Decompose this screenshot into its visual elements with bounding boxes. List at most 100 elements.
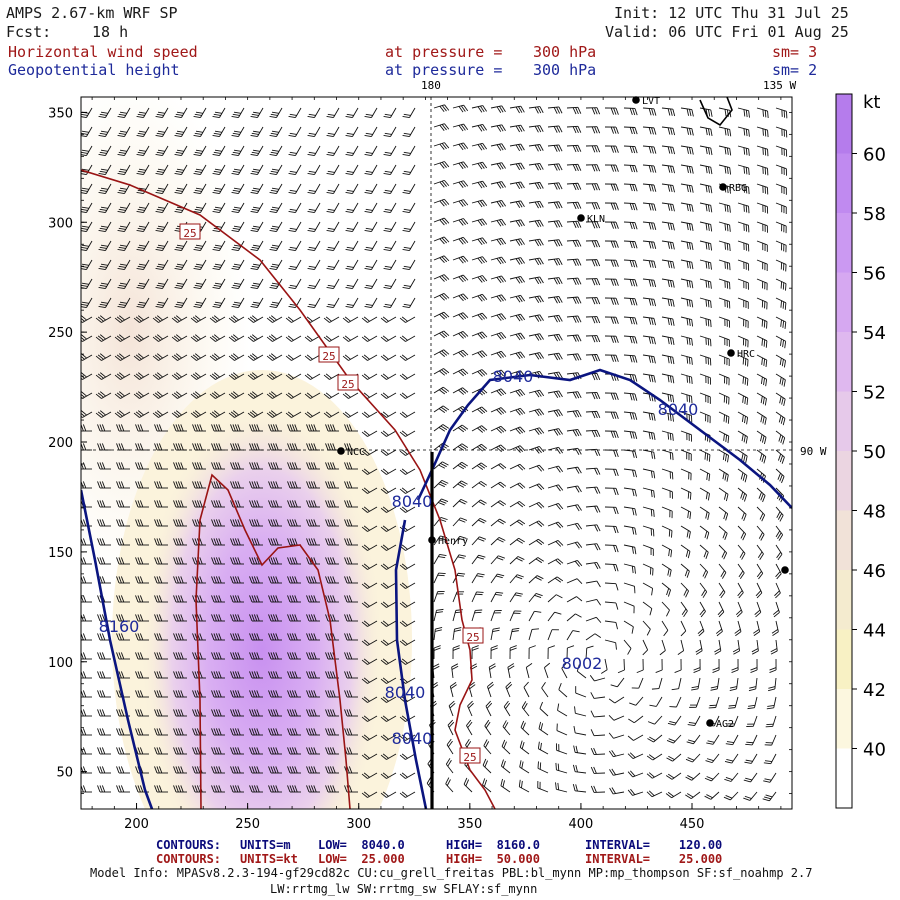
wind-barb xyxy=(231,164,245,175)
wind-barb xyxy=(585,391,601,400)
map-plot-area xyxy=(81,97,792,809)
wind-barb xyxy=(775,278,787,291)
wind-barb xyxy=(209,315,226,323)
wind-barb xyxy=(509,124,525,133)
wind-barb xyxy=(117,240,131,251)
wind-barb xyxy=(661,430,674,441)
y-tick-label: 350 xyxy=(48,106,73,121)
wind-barb xyxy=(326,259,340,270)
wind-barb xyxy=(433,405,450,413)
wind-barb xyxy=(117,126,131,137)
wind-barb xyxy=(699,183,713,194)
wind-barb xyxy=(528,352,544,360)
wind-barb xyxy=(323,373,340,380)
wind-barb xyxy=(585,316,601,324)
wind-barb xyxy=(585,259,601,267)
wind-barb xyxy=(342,316,359,323)
wind-barb xyxy=(171,372,188,380)
wind-barb xyxy=(380,430,397,437)
wind-barb xyxy=(117,278,131,289)
wind-barb xyxy=(452,218,469,226)
wind-barb xyxy=(547,352,563,361)
wind-barb xyxy=(699,240,713,251)
wind-barb xyxy=(402,259,416,270)
wind-barb xyxy=(383,126,397,137)
wind-barb xyxy=(756,202,769,214)
wind-barb xyxy=(307,240,321,251)
wind-barb xyxy=(383,221,397,232)
wind-barb xyxy=(604,183,619,191)
wind-barb xyxy=(547,163,563,171)
wind-barb xyxy=(737,259,750,271)
wind-barb xyxy=(471,406,488,415)
wind-barb xyxy=(250,202,264,213)
wind-barb xyxy=(547,333,563,342)
wind-barb xyxy=(528,238,544,247)
wind-barb xyxy=(775,354,786,368)
wind-barb xyxy=(190,353,207,361)
wind-barb xyxy=(433,330,450,339)
wind-barb xyxy=(699,335,712,347)
wind-barb xyxy=(680,202,694,212)
colorbar-bin xyxy=(836,272,852,332)
wind-barb xyxy=(81,145,93,156)
wind-barb xyxy=(623,335,638,344)
wind-barb xyxy=(699,411,711,424)
wind-barb xyxy=(171,410,188,418)
wind-barb xyxy=(471,293,488,302)
wind-barb xyxy=(114,334,131,342)
wind-barb xyxy=(402,278,416,289)
wind-barb xyxy=(133,372,150,380)
wind-barb xyxy=(364,164,378,175)
wind-barb xyxy=(133,410,150,418)
wind-barb xyxy=(231,278,245,289)
wind-barb xyxy=(326,240,340,251)
wind-barb xyxy=(81,202,93,213)
wind-barb xyxy=(775,240,787,253)
wind-barb xyxy=(471,161,488,170)
wind-barb xyxy=(250,107,264,118)
wind-barb xyxy=(547,409,563,417)
colorbar-label: 54 xyxy=(863,323,886,344)
wind-barb xyxy=(81,221,93,232)
wind-barb xyxy=(250,145,264,156)
wind-barb xyxy=(642,411,656,421)
wind-barb xyxy=(775,316,787,330)
wind-barb xyxy=(547,144,563,152)
wind-barb xyxy=(383,107,397,118)
wind-barb xyxy=(193,240,207,251)
wind-barb xyxy=(193,183,207,194)
wind-barb xyxy=(288,221,302,232)
wind-barb xyxy=(399,430,416,437)
footer-contours-label-speed: CONTOURS: xyxy=(156,852,222,866)
wind-barb xyxy=(699,278,712,289)
wind-barb xyxy=(452,293,469,302)
wind-barb xyxy=(509,143,525,152)
wind-barb xyxy=(433,217,450,226)
wind-barb xyxy=(345,221,359,232)
footer-contours-label-height: CONTOURS: xyxy=(156,838,222,852)
colorbar-label: 56 xyxy=(863,264,886,285)
wind-barb xyxy=(509,426,526,435)
wind-barb xyxy=(661,126,676,136)
station-label: Henry xyxy=(438,536,468,547)
wind-barb xyxy=(775,164,787,176)
wind-barb xyxy=(528,257,544,266)
y-tick-label: 50 xyxy=(56,766,73,781)
wind-barb xyxy=(433,179,450,188)
height-contour-label: 8002 xyxy=(562,654,603,673)
wind-barb xyxy=(383,240,397,251)
wind-barb xyxy=(604,221,619,229)
wind-barb xyxy=(699,392,711,404)
wind-barb xyxy=(81,126,93,137)
wind-barb xyxy=(756,316,768,329)
wind-barb xyxy=(173,424,187,432)
footer-interval-height: INTERVAL= 120.00 xyxy=(585,838,723,852)
wind-barb xyxy=(250,164,264,175)
height-contour-label: 8040 xyxy=(385,683,426,702)
wind-barb xyxy=(383,259,397,270)
wind-barb xyxy=(325,424,339,432)
wind-barb xyxy=(699,259,712,270)
wind-barb xyxy=(249,424,263,432)
wind-barb xyxy=(737,164,750,175)
